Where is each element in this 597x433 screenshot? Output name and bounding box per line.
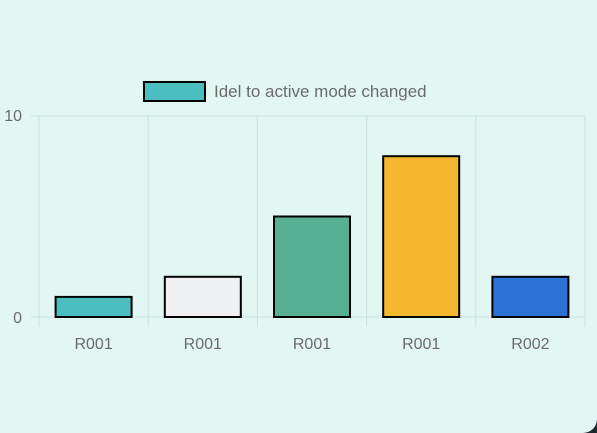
bar	[54, 295, 133, 318]
x-tick-label: R001	[402, 336, 440, 353]
bar	[491, 275, 570, 318]
legend-swatch[interactable]	[143, 81, 206, 102]
x-tick-label: R001	[293, 336, 331, 353]
y-tick-label: 0	[13, 310, 22, 327]
x-tick-label: R001	[184, 336, 222, 353]
legend[interactable]: Idel to active mode changed	[143, 81, 427, 102]
x-tick-label: R001	[74, 336, 112, 353]
y-tick-label: 10	[4, 108, 22, 125]
bar	[382, 155, 461, 318]
legend-label[interactable]: Idel to active mode changed	[214, 82, 427, 101]
tick-labels: 0 10 R001 R001 R001 R001 R002	[4, 108, 549, 353]
x-tick-label: R002	[511, 336, 549, 353]
bar	[273, 215, 351, 318]
bar	[163, 275, 242, 318]
bars	[54, 155, 570, 318]
